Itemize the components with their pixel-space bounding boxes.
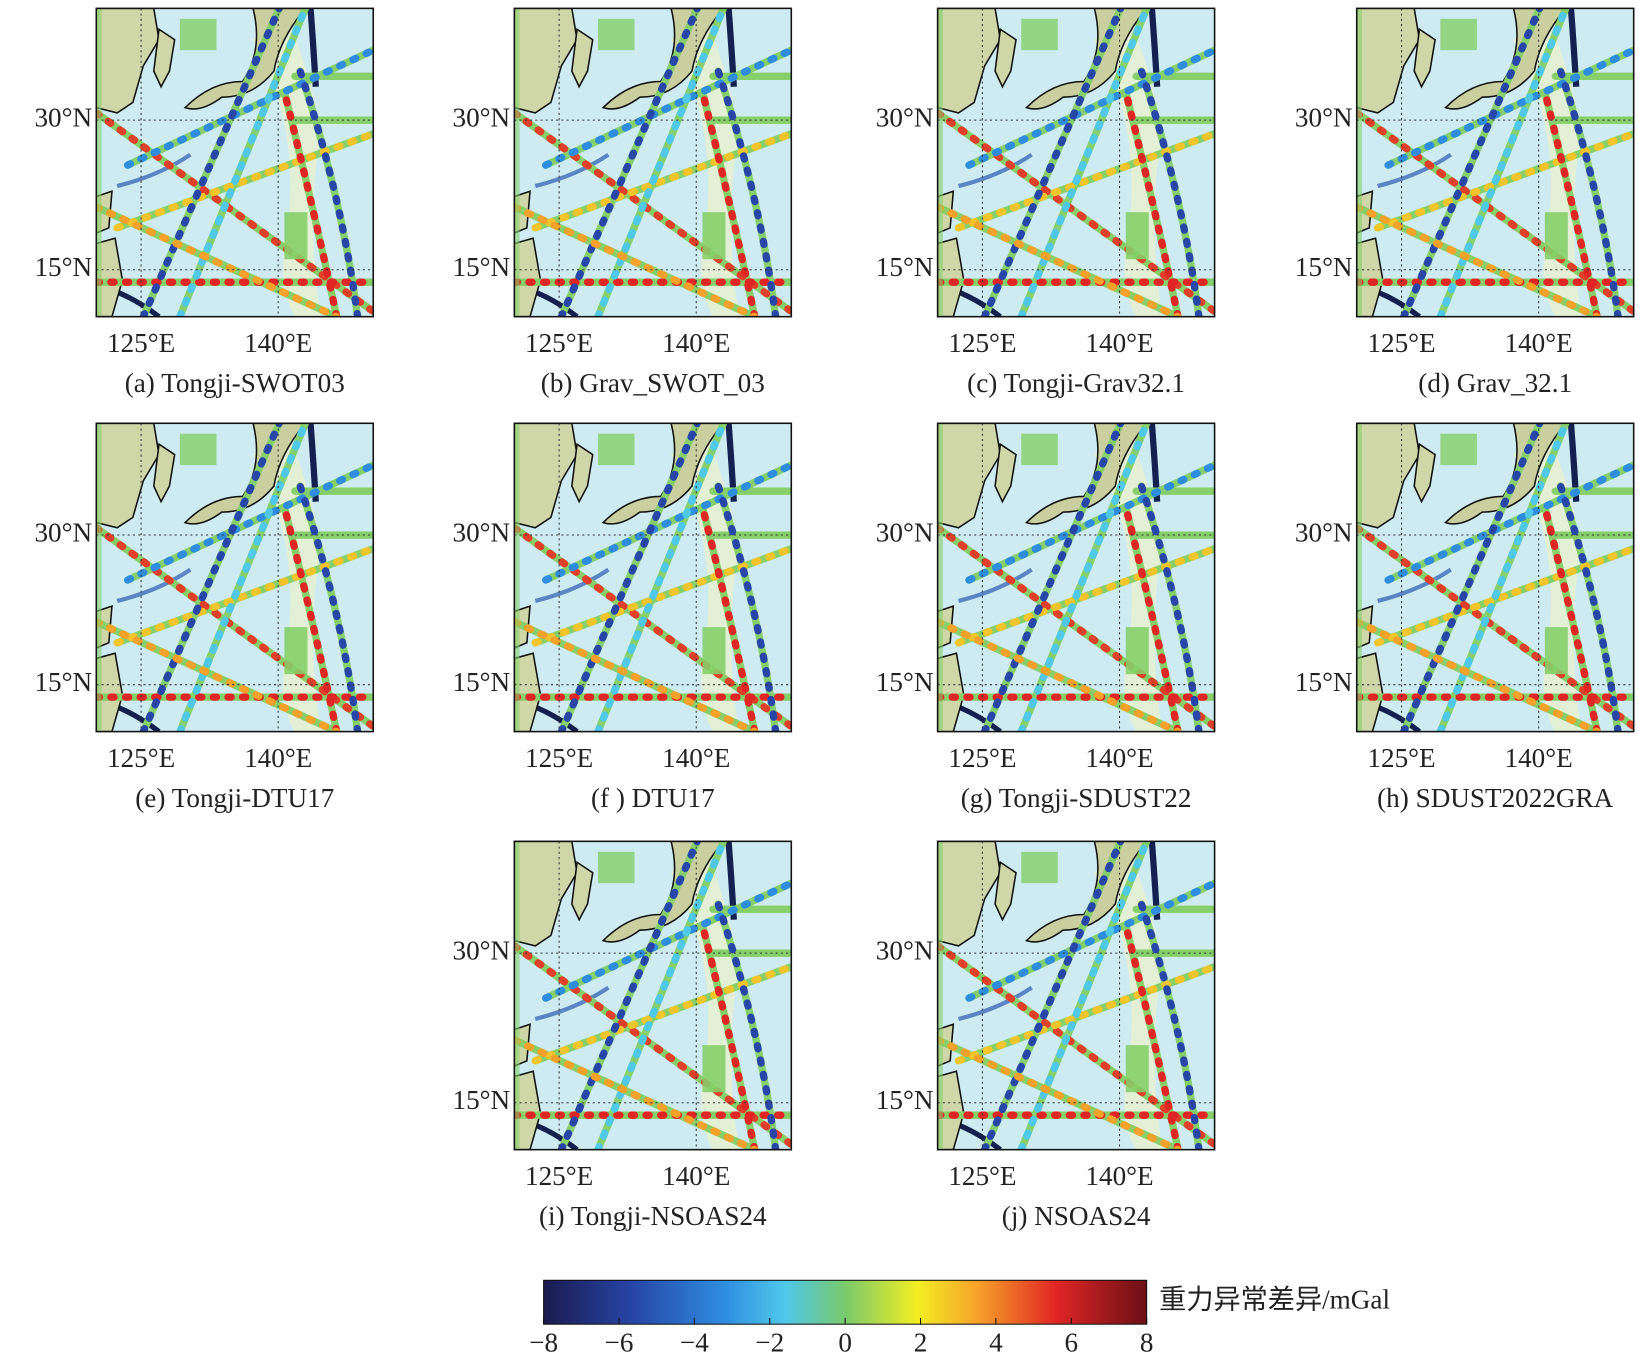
lat-tick-label: 30°N: [1295, 517, 1353, 547]
map-image: [1357, 423, 1634, 731]
map-frame: [936, 422, 1216, 733]
lon-tick-label: 140°E: [1085, 743, 1153, 773]
lat-tick-label: 15°N: [1295, 667, 1353, 697]
lon-tick-label: 140°E: [1505, 743, 1573, 773]
map-frame: [95, 7, 375, 318]
map-image: [96, 423, 373, 731]
panel-caption: (h) SDUST2022GRA: [1377, 783, 1614, 813]
map-panel: 30°N 15°N 125°E 140°E (f ) DTU17: [453, 423, 792, 813]
lon-tick-label: 140°E: [244, 743, 312, 773]
colorbar-tick-label: 0: [838, 1327, 852, 1357]
lon-tick-label: 125°E: [525, 328, 593, 358]
map-frame: [1355, 7, 1635, 318]
panel-caption: (g) Tongji-SDUST22: [961, 783, 1192, 813]
map-panel: 30°N 15°N 125°E 140°E (b) Grav_SWOT_03: [453, 8, 792, 398]
lat-tick-label: 15°N: [876, 1085, 934, 1115]
lon-tick-label: 125°E: [948, 743, 1016, 773]
lon-tick-label: 140°E: [244, 328, 312, 358]
map-panel: 30°N 15°N 125°E 140°E (j) NSOAS24: [876, 841, 1215, 1231]
map-frame: [513, 840, 793, 1151]
map-image: [96, 8, 373, 316]
lat-tick-label: 30°N: [876, 517, 934, 547]
panel-caption: (d) Grav_32.1: [1418, 368, 1572, 398]
lon-tick-label: 125°E: [525, 1161, 593, 1191]
lat-tick-label: 30°N: [34, 102, 92, 132]
lat-tick-label: 30°N: [34, 517, 92, 547]
colorbar-tick-label: −8: [529, 1327, 558, 1357]
colorbar-tick-label: 6: [1064, 1327, 1078, 1357]
lon-tick-label: 125°E: [1367, 743, 1435, 773]
map-image: [938, 841, 1215, 1149]
map-frame: [95, 422, 375, 733]
lat-tick-label: 15°N: [34, 667, 92, 697]
panel-caption: (a) Tongji-SWOT03: [125, 368, 345, 398]
map-frame: [1355, 422, 1635, 733]
map-panel: 30°N 15°N 125°E 140°E (c) Tongji-Grav32.1: [876, 8, 1215, 398]
lat-tick-label: 30°N: [876, 935, 934, 965]
colorbar-tick-label: −4: [680, 1327, 709, 1357]
colorbar: [543, 1279, 1148, 1325]
lon-tick-label: 140°E: [662, 1161, 730, 1191]
panel-caption: (j) NSOAS24: [1002, 1201, 1151, 1231]
map-frame: [513, 7, 793, 318]
map-panel: 30°N 15°N 125°E 140°E (h) SDUST2022GRA: [1295, 423, 1634, 813]
colorbar-tick-label: −6: [605, 1327, 634, 1357]
map-image: [938, 8, 1215, 316]
lat-tick-label: 15°N: [876, 252, 934, 282]
lon-tick-label: 125°E: [107, 743, 175, 773]
map-panel: 30°N 15°N 125°E 140°E (i) Tongji-NSOAS24: [453, 841, 792, 1231]
lat-tick-label: 15°N: [453, 667, 511, 697]
panel-caption: (f ) DTU17: [591, 783, 715, 813]
lon-tick-label: 140°E: [662, 328, 730, 358]
map-frame: [513, 422, 793, 733]
panel-caption: (c) Tongji-Grav32.1: [967, 368, 1185, 398]
lat-tick-label: 15°N: [34, 252, 92, 282]
lon-tick-label: 125°E: [107, 328, 175, 358]
colorbar-label: 重力异常差异/mGal: [1159, 1284, 1390, 1314]
panel-caption: (b) Grav_SWOT_03: [541, 368, 765, 398]
map-frame: [936, 840, 1216, 1151]
map-image: [514, 841, 791, 1149]
lat-tick-label: 30°N: [453, 517, 511, 547]
map-image: [514, 8, 791, 316]
lat-tick-label: 30°N: [876, 102, 934, 132]
map-image: [514, 423, 791, 731]
map-panel: 30°N 15°N 125°E 140°E (e) Tongji-DTU17: [34, 423, 373, 813]
map-frame: [936, 7, 1216, 318]
lon-tick-label: 125°E: [948, 1161, 1016, 1191]
map-image: [1357, 8, 1634, 316]
lon-tick-label: 140°E: [662, 743, 730, 773]
lon-tick-label: 125°E: [948, 328, 1016, 358]
lat-tick-label: 15°N: [876, 667, 934, 697]
colorbar-tick-label: 8: [1140, 1327, 1154, 1357]
colorbar-tick-label: 4: [989, 1327, 1003, 1357]
colorbar-tick-label: −2: [755, 1327, 784, 1357]
panel-caption: (e) Tongji-DTU17: [135, 783, 334, 813]
lat-tick-label: 30°N: [1295, 102, 1353, 132]
lat-tick-label: 15°N: [453, 1085, 511, 1115]
lat-tick-label: 30°N: [453, 102, 511, 132]
map-image: [938, 423, 1215, 731]
lon-tick-label: 140°E: [1085, 1161, 1153, 1191]
map-panel: 30°N 15°N 125°E 140°E (g) Tongji-SDUST22: [876, 423, 1215, 813]
lat-tick-label: 15°N: [1295, 252, 1353, 282]
panel-caption: (i) Tongji-NSOAS24: [539, 1201, 767, 1231]
lon-tick-label: 140°E: [1085, 328, 1153, 358]
lon-tick-label: 125°E: [1367, 328, 1435, 358]
colorbar-tick-label: 2: [914, 1327, 928, 1357]
lat-tick-label: 15°N: [453, 252, 511, 282]
map-panel: 30°N 15°N 125°E 140°E (a) Tongji-SWOT03: [34, 8, 373, 398]
lon-tick-label: 125°E: [525, 743, 593, 773]
lon-tick-label: 140°E: [1505, 328, 1573, 358]
map-panel: 30°N 15°N 125°E 140°E (d) Grav_32.1: [1295, 8, 1634, 398]
lat-tick-label: 30°N: [453, 935, 511, 965]
